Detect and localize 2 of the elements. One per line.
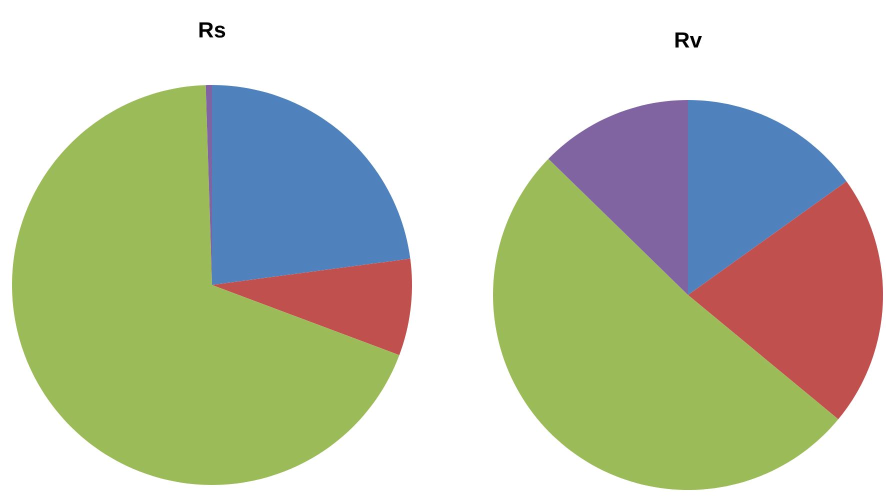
chart-title: Rs [199, 22, 226, 38]
chart-title: Rv [675, 32, 702, 48]
